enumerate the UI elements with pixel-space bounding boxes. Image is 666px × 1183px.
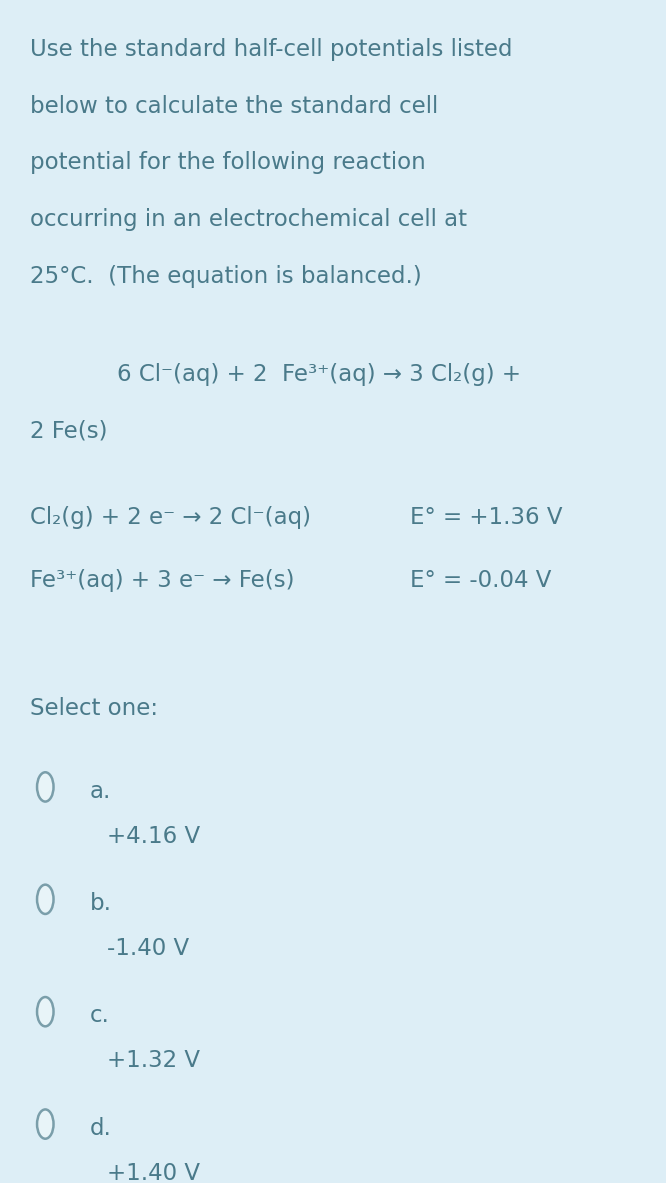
Text: Use the standard half-cell potentials listed: Use the standard half-cell potentials li…: [30, 38, 512, 60]
Circle shape: [37, 1110, 53, 1139]
Text: 2 Fe(s): 2 Fe(s): [30, 420, 107, 442]
Text: Select one:: Select one:: [30, 697, 158, 719]
Text: -1.40 V: -1.40 V: [107, 937, 188, 959]
Circle shape: [37, 997, 53, 1027]
Text: below to calculate the standard cell: below to calculate the standard cell: [30, 95, 438, 117]
Text: 6 Cl⁻(aq) + 2  Fe³⁺(aq) → 3 Cl₂(g) +: 6 Cl⁻(aq) + 2 Fe³⁺(aq) → 3 Cl₂(g) +: [117, 363, 521, 386]
Text: 25°C.  (The equation is balanced.): 25°C. (The equation is balanced.): [30, 265, 422, 287]
Text: a.: a.: [90, 780, 111, 802]
Text: occurring in an electrochemical cell at: occurring in an electrochemical cell at: [30, 208, 467, 231]
Text: +4.16 V: +4.16 V: [107, 825, 200, 847]
Circle shape: [37, 772, 53, 802]
Text: b.: b.: [90, 892, 112, 914]
Text: +1.40 V: +1.40 V: [107, 1162, 200, 1183]
Text: potential for the following reaction: potential for the following reaction: [30, 151, 426, 174]
Text: c.: c.: [90, 1004, 110, 1027]
Text: E° = -0.04 V: E° = -0.04 V: [410, 569, 551, 592]
Text: Fe³⁺(aq) + 3 e⁻ → Fe(s): Fe³⁺(aq) + 3 e⁻ → Fe(s): [30, 569, 294, 592]
Text: d.: d.: [90, 1117, 112, 1139]
Circle shape: [37, 885, 53, 914]
Text: +1.32 V: +1.32 V: [107, 1049, 200, 1072]
Text: E° = +1.36 V: E° = +1.36 V: [410, 506, 562, 529]
Text: Cl₂(g) + 2 e⁻ → 2 Cl⁻(aq): Cl₂(g) + 2 e⁻ → 2 Cl⁻(aq): [30, 506, 311, 529]
